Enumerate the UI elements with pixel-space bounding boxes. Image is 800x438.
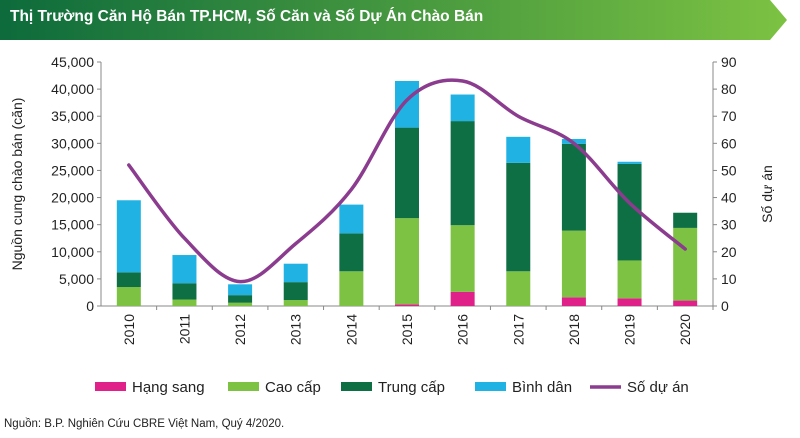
bar-segment (617, 260, 642, 299)
y-tick-label: 30,000 (51, 135, 94, 151)
y-tick-label: 45,000 (51, 54, 94, 70)
chart-title: Thị Trường Căn Hộ Bán TP.HCM, Số Căn và … (10, 8, 484, 25)
bar-segment (673, 212, 698, 228)
x-tick-label: 2019 (622, 314, 638, 345)
bar-segment (283, 282, 308, 301)
y-axis-title: Nguồn cung chào bán (căn) (9, 98, 25, 271)
y2-tick-label: 20 (721, 244, 737, 260)
legend-swatch (95, 382, 126, 391)
y-tick-label: 15,000 (51, 217, 94, 233)
x-tick-label: 2012 (232, 314, 248, 345)
y-tick-label: 20,000 (51, 190, 94, 206)
bar-segment (506, 271, 531, 306)
legend-label: Trung cấp (378, 379, 445, 396)
bar-segment (116, 200, 141, 273)
legend-label: Số dự án (627, 379, 689, 396)
bar-segment (561, 230, 586, 298)
y2-tick-label: 80 (721, 81, 737, 97)
y2-tick-label: 50 (721, 162, 737, 178)
legend-swatch (475, 382, 506, 391)
line-series-so-du-an (127, 78, 687, 284)
y2-tick-label: 40 (721, 190, 737, 206)
title-banner: Thị Trường Căn Hộ Bán TP.HCM, Số Căn và … (0, 0, 800, 40)
source-note: Nguồn: B.P. Nghiên Cứu CBRE Việt Nam, Qu… (4, 418, 285, 430)
legend-label: Hạng sang (132, 379, 205, 396)
y-tick-label: 25,000 (51, 162, 94, 178)
bar-segment (172, 299, 197, 306)
legend-swatch (228, 382, 259, 391)
bar-segment (228, 302, 253, 306)
x-tick-label: 2018 (566, 314, 582, 345)
bar-segment (561, 297, 586, 306)
title-banner-background (0, 0, 787, 40)
bar-segment (172, 283, 197, 300)
bar-segment (283, 300, 308, 306)
y-tick-label: 40,000 (51, 81, 94, 97)
x-tick-label: 2020 (677, 314, 693, 345)
bar-segment (228, 295, 253, 303)
bar-segment (228, 284, 253, 296)
bar-segment (506, 136, 531, 163)
bar-segment (283, 263, 308, 283)
bar-segment (450, 291, 475, 306)
y2-tick-label: 60 (721, 135, 737, 151)
y-tick-label: 10,000 (51, 244, 94, 260)
x-tick-label: 2017 (510, 314, 526, 345)
y-tick-label: 0 (86, 298, 94, 314)
bar-segment (673, 300, 698, 306)
y2-tick-label: 70 (721, 108, 737, 124)
x-tick-label: 2014 (343, 314, 359, 345)
y-tick-label: 35,000 (51, 108, 94, 124)
bar-segment (339, 271, 364, 306)
bar-segment (561, 143, 586, 231)
bar-segment (673, 227, 698, 301)
y-tick-label: 5,000 (59, 271, 94, 287)
x-tick-label: 2013 (288, 314, 304, 345)
y2-tick-label: 30 (721, 217, 737, 233)
bar-segment (116, 287, 141, 306)
bar-segment (506, 162, 531, 272)
legend-label: Bình dân (512, 379, 572, 396)
bar-segment (617, 298, 642, 306)
x-tick-label: 2010 (121, 314, 137, 345)
bar-segment (617, 161, 642, 164)
legend-label: Cao cấp (265, 379, 321, 396)
legend-swatch (341, 382, 372, 391)
x-tick-label: 2011 (176, 314, 192, 344)
y2-tick-label: 90 (721, 54, 737, 70)
bar-segment (395, 218, 419, 305)
bar-segment (395, 127, 419, 219)
y2-axis-title: Số dự án (759, 165, 775, 223)
y2-tick-label: 10 (721, 271, 737, 287)
bar-segment (339, 233, 364, 272)
y2-tick-label: 0 (721, 298, 729, 314)
x-tick-label: 2016 (455, 314, 471, 345)
bar-segment (172, 255, 197, 284)
bar-segment (116, 272, 141, 288)
x-tick-label: 2015 (399, 314, 415, 345)
bar-segment (339, 204, 364, 234)
bar-segment (450, 225, 475, 292)
bar-segment (395, 80, 419, 128)
bar-segment (395, 304, 419, 306)
bar-segment (450, 94, 475, 122)
bar-segment (450, 121, 475, 226)
